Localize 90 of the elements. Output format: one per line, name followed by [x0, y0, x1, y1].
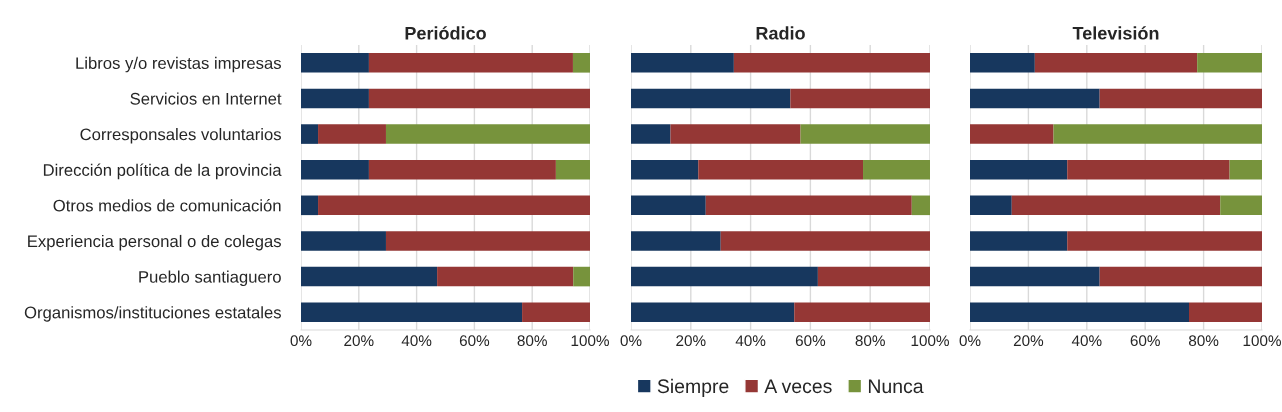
- bar: [790, 88, 930, 109]
- y-tick-label: Experiencia personal o de colegas: [28, 234, 281, 251]
- bar: [385, 124, 590, 144]
- x-tick-label: 100%: [1243, 335, 1281, 347]
- bar: [1011, 195, 1221, 216]
- bar: [1189, 302, 1262, 322]
- bar: [572, 53, 590, 73]
- x-tick-label: 60%: [795, 335, 826, 347]
- bar: [318, 195, 590, 216]
- x-tick-label: 20%: [1013, 335, 1044, 347]
- y-tick-label: Servicios en Internet: [130, 92, 282, 105]
- bar: [800, 124, 930, 144]
- y-tick-label: Otros medios de comunicación: [53, 199, 281, 212]
- y-tick-label: Pueblo santiaguero: [139, 270, 281, 287]
- bar: [437, 266, 574, 287]
- bar: [970, 53, 1035, 73]
- bar: [301, 124, 319, 144]
- bar: [817, 266, 930, 287]
- bar: [970, 302, 1189, 322]
- bar: [705, 195, 912, 216]
- bar: [1067, 159, 1230, 180]
- y-tick-label: Organismos/instituciones estatales: [24, 306, 281, 322]
- x-tick-label: 60%: [459, 335, 490, 347]
- bar: [631, 195, 706, 216]
- y-tick-label: Libros y/o revistas impresas: [76, 56, 281, 73]
- bar: [970, 266, 1100, 287]
- x-tick-label: 100%: [911, 335, 949, 347]
- bar: [794, 302, 930, 322]
- x-tick-label: 0%: [959, 335, 981, 347]
- bar: [385, 231, 590, 251]
- bar: [970, 195, 1012, 216]
- x-tick-label: 20%: [344, 335, 374, 347]
- chart-title: Radio: [756, 26, 805, 40]
- y-tick-label: Dirección política de la provincia: [43, 163, 282, 180]
- bar: [631, 124, 671, 144]
- legend-label: Nunca: [868, 379, 924, 394]
- bar: [720, 231, 930, 251]
- bar: [555, 159, 590, 180]
- bar: [911, 195, 930, 216]
- x-tick-label: 80%: [855, 335, 885, 347]
- bar: [301, 88, 369, 109]
- bar: [301, 195, 319, 216]
- bar: [670, 124, 801, 144]
- bar: [631, 302, 795, 322]
- bar: [318, 124, 386, 144]
- x-tick-label: 80%: [1188, 335, 1219, 347]
- bar: [970, 88, 1100, 109]
- bar: [1229, 159, 1262, 180]
- bar: [1099, 88, 1262, 109]
- bar: [301, 266, 438, 287]
- bar: [301, 53, 369, 73]
- legend-label: A veces: [764, 379, 832, 394]
- bar: [1034, 53, 1198, 73]
- bar: [631, 53, 734, 73]
- legend-label: Siempre: [657, 378, 729, 397]
- chart-title: Televisión: [1072, 26, 1159, 40]
- bar: [970, 124, 1054, 144]
- bar: [301, 302, 523, 322]
- bar: [631, 266, 818, 287]
- bar: [863, 159, 930, 180]
- y-tick-label: Corresponsales voluntarios: [80, 128, 281, 144]
- bar: [970, 231, 1068, 251]
- bar: [631, 88, 791, 109]
- bar: [1053, 124, 1262, 144]
- x-tick-label: 80%: [517, 335, 547, 347]
- bar: [301, 231, 386, 251]
- x-tick-label: 40%: [1071, 335, 1102, 347]
- bar: [970, 159, 1068, 180]
- chart-title: Periódico: [405, 26, 486, 40]
- x-tick-label: 0%: [620, 335, 642, 347]
- bar: [368, 53, 573, 73]
- bar: [1197, 53, 1262, 73]
- x-tick-label: 60%: [1130, 335, 1160, 347]
- bar: [368, 88, 590, 109]
- x-tick-label: 100%: [571, 335, 609, 347]
- bar: [733, 53, 930, 73]
- x-tick-label: 40%: [401, 335, 432, 347]
- x-tick-label: 20%: [676, 335, 706, 347]
- bar: [1099, 266, 1262, 287]
- bar: [522, 302, 590, 322]
- bar: [698, 159, 864, 180]
- bar: [631, 159, 699, 180]
- bar: [368, 159, 556, 180]
- x-tick-label: 0%: [290, 335, 312, 347]
- bar: [1067, 231, 1262, 251]
- bar: [631, 231, 721, 251]
- bar: [301, 159, 369, 180]
- bar: [1220, 195, 1262, 216]
- bar: [573, 266, 590, 287]
- x-tick-label: 40%: [735, 335, 766, 347]
